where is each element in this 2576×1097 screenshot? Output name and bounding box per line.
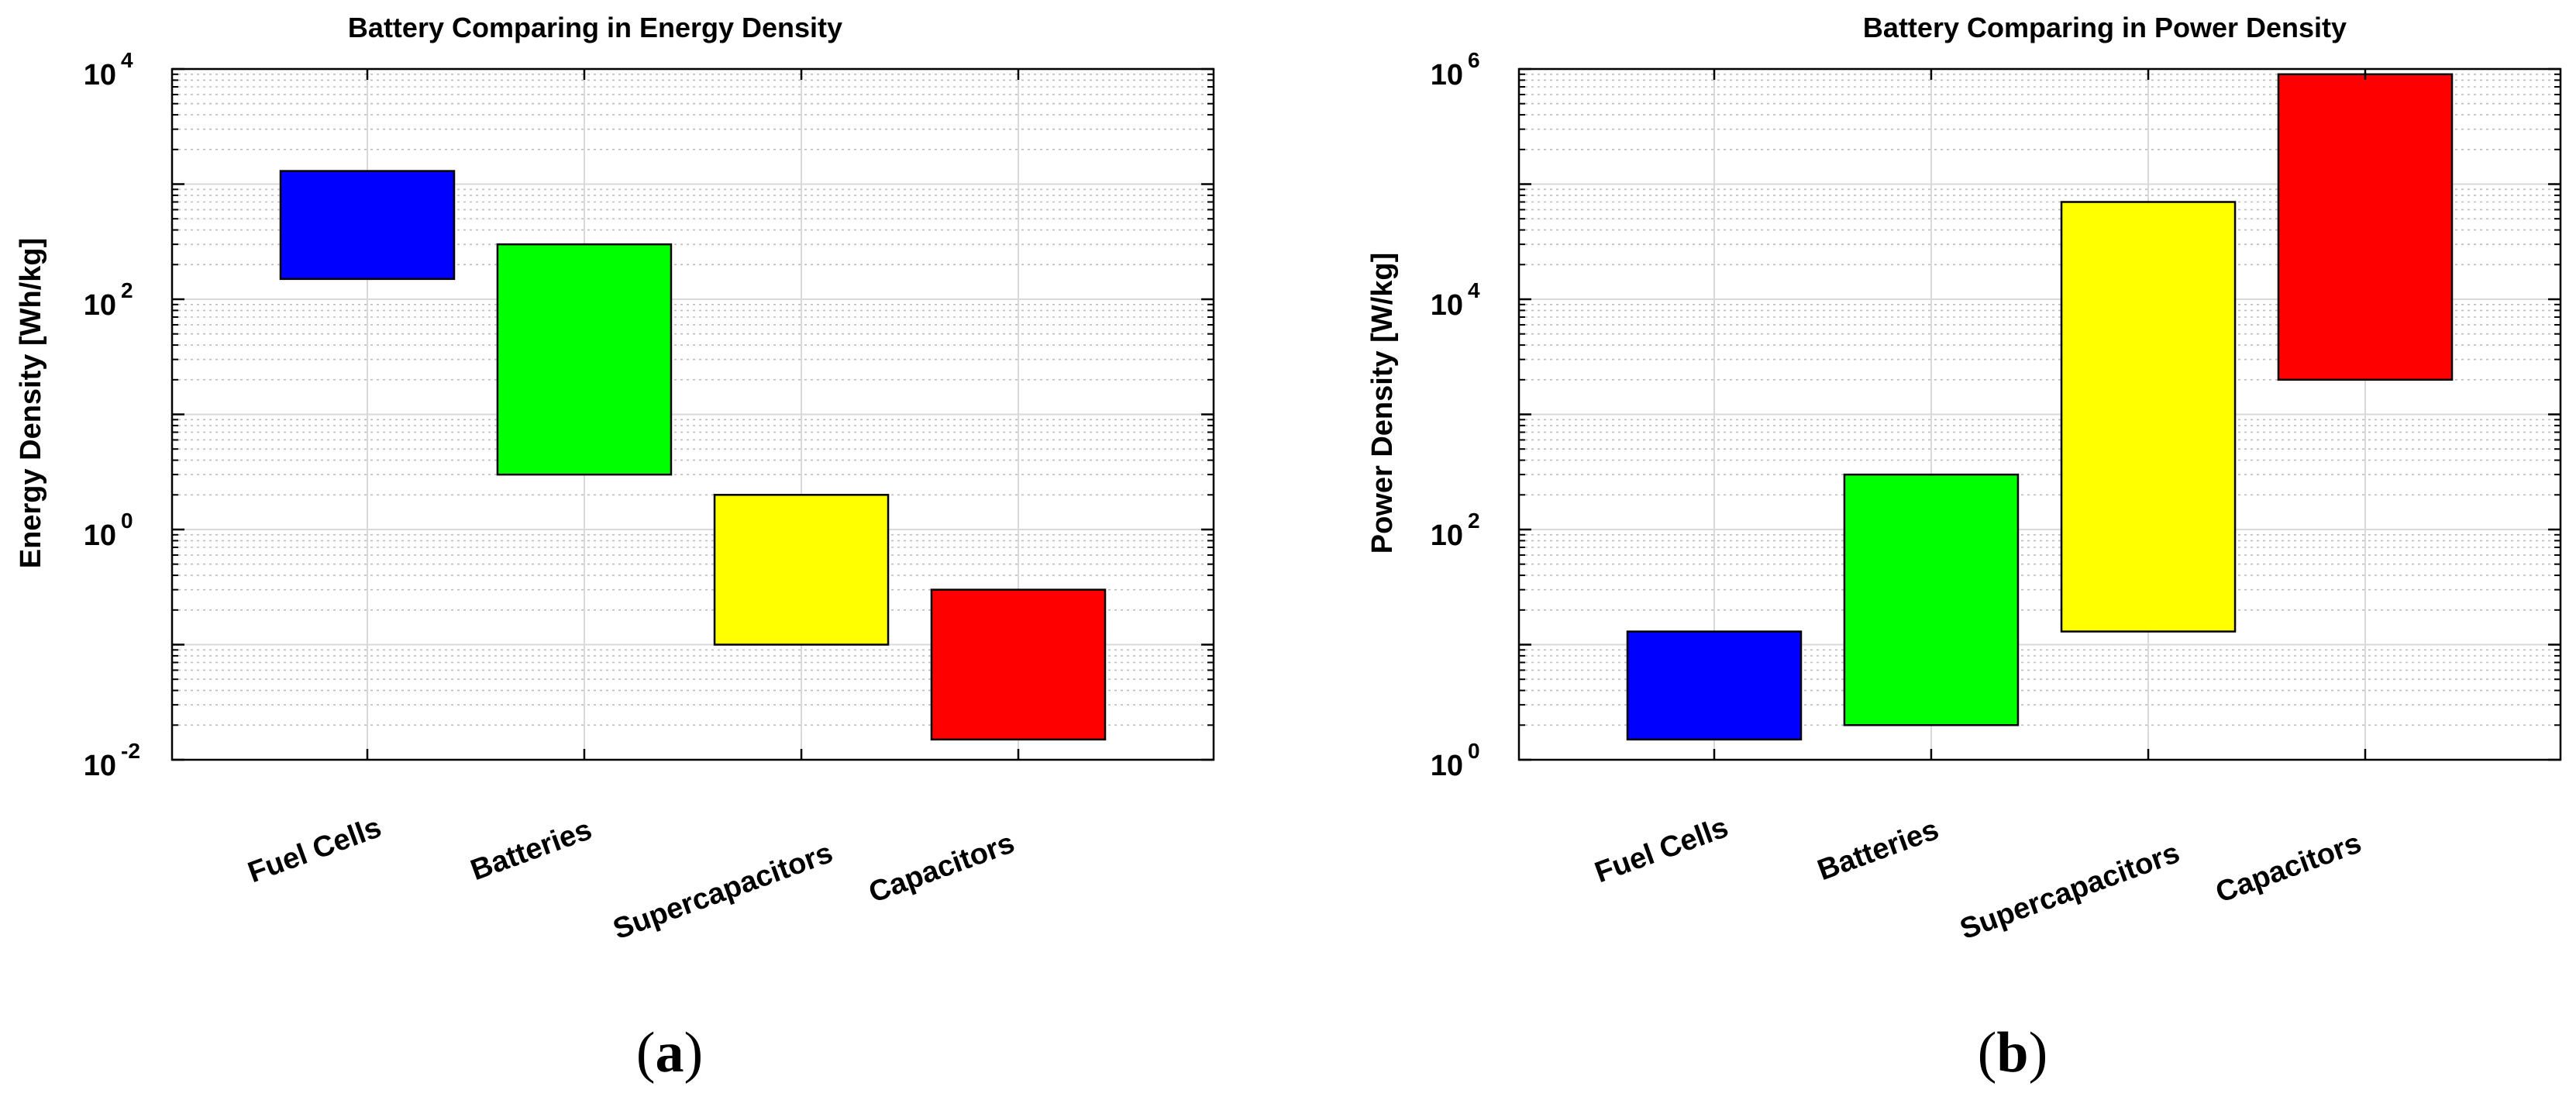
bar-capacitors [2277, 73, 2454, 381]
y-tick-exponent: 2 [121, 278, 133, 302]
y-tick-label: 10 [84, 750, 116, 782]
tick-marks [1519, 67, 2561, 761]
y-tick-label: 10 [1431, 59, 1463, 91]
tick-marks [172, 67, 1214, 761]
y-tick-label: 10 [84, 289, 116, 322]
x-tick-labels: Fuel Cells Batteries Supercapacitors Capaci… [244, 811, 1019, 946]
grid [1519, 68, 2561, 761]
y-tick-exponent: 0 [1468, 739, 1480, 763]
x-tick-labels: Fuel Cells Batteries Supercapacitors Capaci… [1591, 811, 2366, 946]
chart-title: Battery Comparing in Energy Density [348, 12, 842, 43]
bar-fuel-cells [1626, 630, 1803, 741]
panel-label: (a) [636, 1021, 703, 1085]
panel-letter: b [1996, 1021, 2028, 1085]
y-tick-exponent: 0 [121, 509, 133, 533]
y-tick-exponent: 4 [1468, 278, 1480, 302]
category-label: Batteries [1813, 813, 1943, 887]
bar-supercapacitors [2060, 201, 2237, 633]
bar-fuel-cells [279, 170, 456, 281]
category-label: Batteries [467, 813, 596, 887]
y-tick-exponent: 4 [121, 48, 133, 72]
category-label: Fuel Cells [1591, 811, 1733, 889]
y-tick-label: 10 [84, 519, 116, 552]
category-label: Fuel Cells [244, 811, 386, 889]
panel-letter: a [656, 1021, 684, 1085]
y-tick-exponent: -2 [121, 739, 140, 763]
category-label: Capacitors [865, 826, 1019, 909]
y-tick-label: 10 [1431, 519, 1463, 552]
bars [279, 170, 1107, 741]
bar-supercapacitors [713, 494, 890, 646]
y-tick-exponent: 6 [1468, 48, 1480, 72]
bar-batteries [1843, 473, 2020, 726]
bars [1626, 73, 2454, 741]
bar-capacitors [930, 588, 1107, 741]
category-label: Supercapacitors [609, 837, 837, 946]
category-label: Capacitors [2212, 826, 2366, 909]
y-axis-label: Power Density [W/kg] [1366, 253, 1399, 554]
bar-batteries [496, 243, 673, 476]
chart-title: Battery Comparing in Power Density [1863, 12, 2347, 43]
y-tick-exponent: 2 [1468, 509, 1480, 533]
y-tick-label: 10 [1431, 289, 1463, 322]
y-tick-label: 10 [1431, 750, 1463, 782]
y-axis-label: Energy Density [Wh/kg] [15, 238, 47, 569]
panel-label: (b) [1978, 1021, 2047, 1085]
category-label: Supercapacitors [1956, 837, 2184, 946]
y-tick-label: 10 [84, 59, 116, 91]
grid [172, 68, 1214, 761]
